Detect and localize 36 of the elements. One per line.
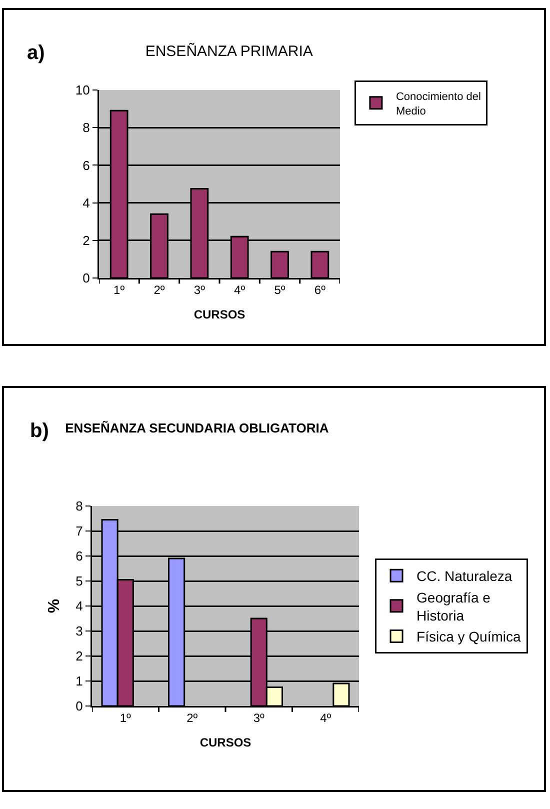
y-tick-label: 4 [82, 195, 90, 210]
y-tick-label: 2 [76, 648, 83, 664]
legend-label: Conocimiento del Medio [396, 91, 481, 118]
y-tick-label: 8 [82, 120, 90, 136]
y-tick-label: 3 [76, 624, 83, 639]
x-axis-title: CURSOS [200, 736, 252, 750]
y-tick-label: 2 [82, 232, 90, 248]
text: b) [30, 420, 49, 442]
y-tick-label: 8 [76, 498, 83, 514]
legend-label: CC. Naturaleza [416, 568, 512, 584]
y-tick-label: 10 [75, 82, 90, 98]
x-axis-title: CURSOS [194, 308, 246, 322]
y-tick-label: 7 [76, 524, 83, 539]
y-axis-title: % [46, 598, 63, 614]
chart-title: ENSEÑANZA SECUNDARIA OBLIGATORIA [65, 420, 330, 436]
x-tick-label: 3º [253, 710, 266, 725]
y-tick-label: 5 [76, 574, 83, 589]
text: a) [27, 42, 45, 64]
x-tick-label: 4º [234, 282, 246, 297]
y-tick-label: 1 [76, 674, 83, 689]
x-tick-label: 5º [274, 282, 286, 297]
legend-label: Geografía e Historia [416, 589, 491, 624]
y-tick-label: 6 [76, 548, 83, 564]
x-tick-label: 4º [320, 710, 332, 725]
x-tick-label: 1º [120, 710, 132, 725]
x-tick-label: 1º [114, 282, 126, 297]
y-tick-label: 4 [76, 598, 83, 614]
x-tick-label: 2º [154, 282, 166, 297]
x-tick-label: 6º [314, 282, 326, 297]
chart-title: ENSEÑANZA PRIMARIA [145, 42, 313, 60]
y-tick-label: 6 [82, 158, 90, 173]
x-tick-label: 2º [186, 710, 198, 725]
legend-label: Física y Química [416, 628, 521, 645]
y-tick-label: 0 [76, 698, 83, 714]
y-tick-label: 0 [82, 270, 90, 286]
x-tick-label: 3º [194, 282, 206, 297]
